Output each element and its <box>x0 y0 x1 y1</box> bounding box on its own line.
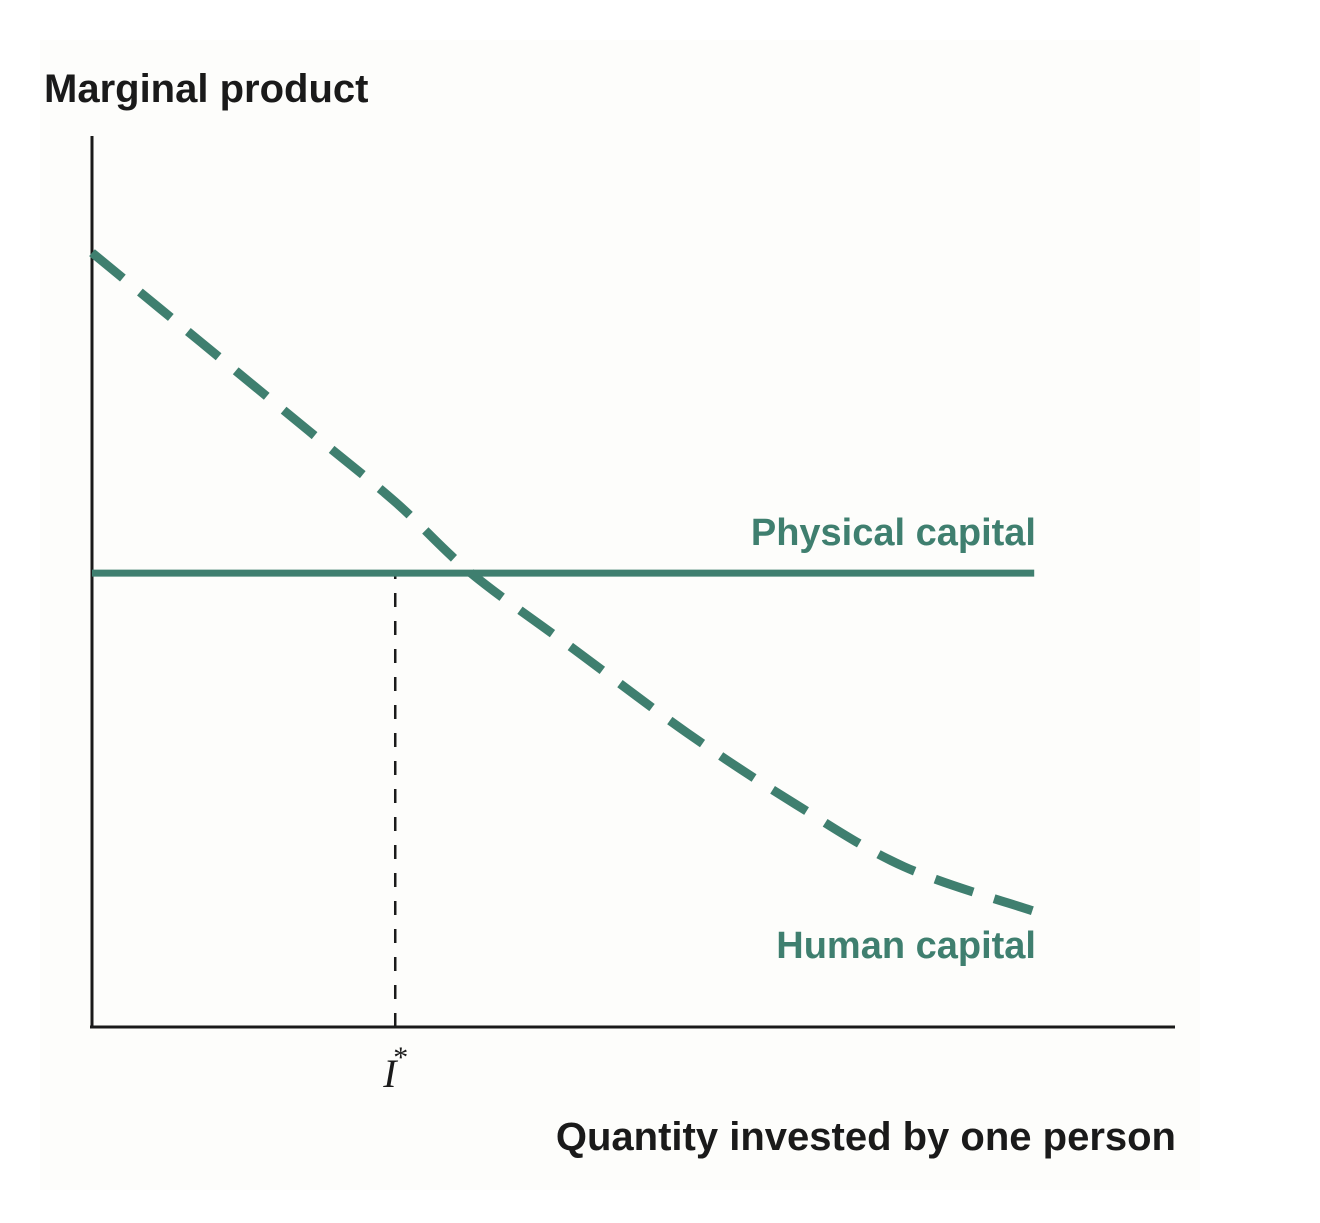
x-tick-group: I* <box>382 1041 408 1096</box>
x-tick-superscript: * <box>393 1041 408 1074</box>
physical-capital-label: Physical capital <box>751 512 1036 554</box>
human-capital-line <box>89 249 1036 916</box>
x-tick-label: I <box>382 1051 398 1096</box>
human-capital-label: Human capital <box>776 925 1036 967</box>
y-axis-title: Marginal product <box>44 67 368 111</box>
x-axis-title: Quantity invested by one person <box>556 1115 1176 1159</box>
plot-background <box>40 40 1200 1190</box>
